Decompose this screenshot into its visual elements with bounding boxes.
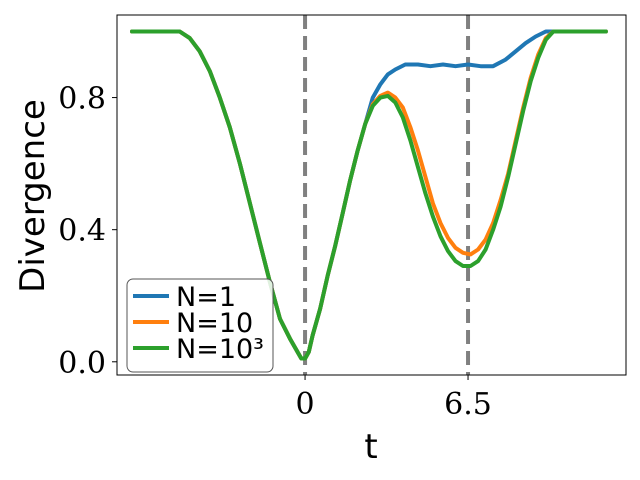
y-tick-label-1: 0.4 <box>58 214 106 249</box>
legend-label-1: N=10 <box>176 308 253 339</box>
y-tick-label-0: 0.0 <box>58 346 106 381</box>
y-axis-label: Divergence <box>13 99 53 293</box>
x-tick-label-1: 6.5 <box>444 387 492 422</box>
legend-label-0: N=1 <box>176 282 236 313</box>
y-axis: 0.0 0.4 0.8 <box>58 82 117 381</box>
y-tick-label-2: 0.8 <box>58 82 106 117</box>
legend-label-2: N=10³ <box>176 334 264 365</box>
legend: N=1N=10N=10³ <box>126 278 274 373</box>
series-line-2 <box>130 29 608 361</box>
x-axis: 0 6.5 <box>296 375 492 422</box>
plot-frame <box>116 14 627 376</box>
reference-lines <box>303 15 471 375</box>
x-tick-label-0: 0 <box>296 387 315 422</box>
plot-series <box>130 29 608 361</box>
x-axis-label: t <box>364 427 377 467</box>
